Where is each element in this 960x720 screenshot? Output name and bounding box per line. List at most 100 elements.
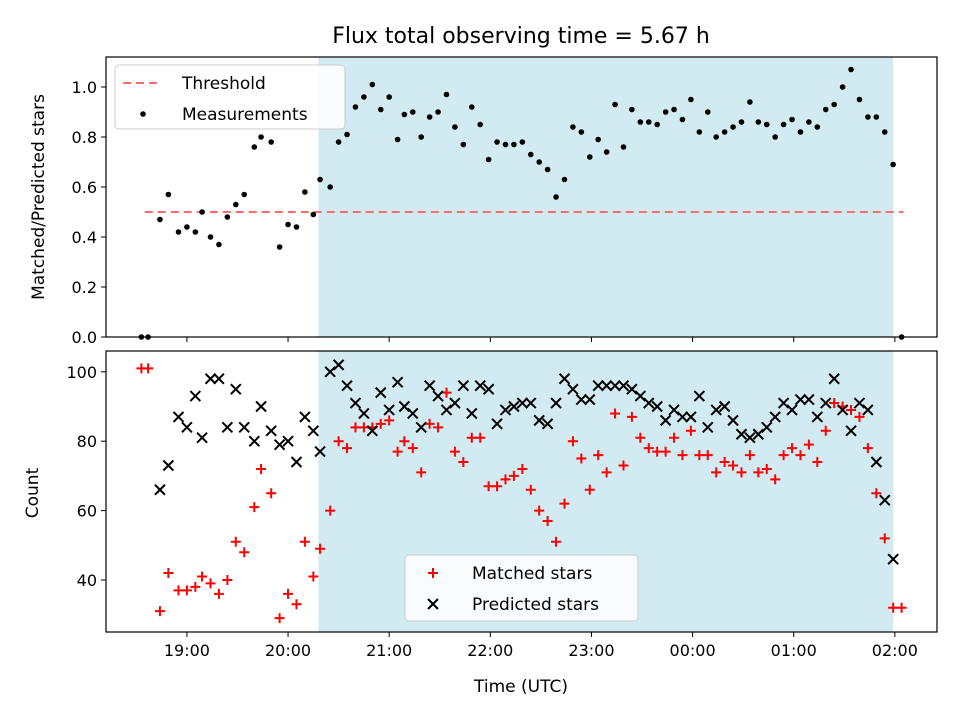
data-point — [794, 393, 807, 406]
data-point — [268, 139, 274, 145]
data-point — [533, 414, 545, 427]
data-point — [795, 450, 806, 461]
data-point — [787, 443, 798, 454]
data-point — [165, 191, 172, 198]
data-point — [806, 119, 812, 125]
data-point — [383, 404, 395, 416]
data-point — [230, 536, 241, 547]
data-point — [310, 211, 317, 218]
data-point — [232, 201, 239, 208]
data-point — [466, 432, 477, 443]
data-point — [693, 390, 706, 402]
x-tick-label: 23:00 — [568, 641, 614, 660]
data-point — [492, 481, 503, 492]
data-point — [685, 425, 696, 436]
data-point — [239, 547, 250, 558]
data-point — [803, 393, 815, 406]
legend-label: Matched stars — [472, 564, 592, 584]
data-point — [829, 398, 840, 409]
data-point — [645, 119, 652, 125]
data-point — [662, 109, 669, 115]
data-point — [772, 134, 778, 140]
data-point — [525, 397, 537, 409]
y-tick-label: 80 — [77, 432, 97, 451]
data-point — [418, 134, 425, 140]
data-point — [449, 397, 461, 409]
data-point — [327, 184, 333, 190]
x-tick-label: 01:00 — [771, 641, 817, 660]
data-point — [282, 435, 294, 447]
data-point — [317, 176, 323, 183]
data-point — [423, 379, 436, 392]
data-point — [595, 136, 601, 143]
data-point — [241, 191, 248, 198]
data-point — [679, 116, 686, 123]
data-point — [308, 571, 319, 582]
data-point — [839, 84, 846, 90]
data-point — [273, 438, 286, 451]
data-point — [500, 474, 511, 485]
data-point — [888, 602, 899, 613]
data-point — [637, 119, 644, 125]
data-point — [302, 189, 308, 195]
data-point — [761, 463, 772, 474]
data-point — [600, 379, 613, 392]
data-point — [567, 383, 579, 395]
data-point — [610, 408, 621, 419]
data-point — [654, 121, 660, 128]
data-point — [173, 585, 184, 596]
data-point — [578, 129, 585, 135]
data-point — [603, 149, 610, 155]
data-point — [181, 585, 192, 596]
data-point — [652, 446, 663, 457]
data-point — [432, 390, 444, 402]
data-point — [592, 379, 604, 392]
data-point — [407, 407, 419, 420]
data-point — [207, 234, 214, 240]
data-point — [618, 460, 629, 471]
data-point — [848, 66, 854, 73]
data-point — [831, 101, 837, 108]
data-point — [332, 359, 345, 371]
y-tick-label: 0.8 — [72, 128, 97, 147]
data-point — [474, 379, 486, 392]
data-point — [162, 459, 175, 472]
data-point — [375, 386, 387, 399]
data-point — [224, 214, 231, 220]
data-point — [184, 224, 190, 230]
data-point — [696, 129, 703, 135]
data-point — [629, 106, 635, 113]
data-point — [727, 414, 739, 427]
data-point — [769, 411, 781, 423]
legend-box — [404, 554, 639, 622]
data-point — [744, 450, 755, 461]
data-point — [896, 602, 907, 613]
data-point — [441, 387, 452, 398]
data-point — [871, 488, 882, 499]
data-point — [384, 415, 395, 426]
data-point — [299, 536, 310, 547]
data-point — [803, 439, 814, 450]
data-point — [407, 443, 418, 454]
data-point — [416, 467, 427, 478]
data-point — [836, 404, 849, 416]
y-tick-label: 0.0 — [72, 328, 97, 347]
top-plot: 0.0 0.2 0.4 0.6 0.8 1.0 Threshold Measurements — [72, 56, 938, 347]
data-point — [865, 114, 871, 120]
data-point — [157, 216, 163, 223]
data-point — [688, 96, 694, 103]
data-point — [763, 121, 770, 128]
legend-swatch — [427, 598, 439, 610]
y-tick-label: 40 — [77, 571, 97, 590]
data-point — [449, 446, 460, 457]
data-point — [285, 221, 291, 228]
data-point — [457, 379, 470, 392]
data-point — [584, 393, 596, 406]
data-point — [753, 467, 764, 478]
x-tick-label: 02:00 — [872, 641, 918, 660]
data-point — [558, 373, 571, 385]
data-point — [361, 94, 367, 100]
data-point — [702, 421, 714, 434]
data-point — [586, 154, 593, 160]
data-point — [738, 119, 745, 125]
